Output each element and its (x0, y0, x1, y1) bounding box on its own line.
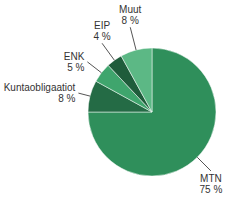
svg-text:5 %: 5 % (67, 62, 84, 73)
svg-text:MTN: MTN (200, 173, 222, 184)
svg-text:Muut: Muut (119, 4, 141, 15)
svg-text:8 %: 8 % (58, 93, 75, 104)
svg-text:8 %: 8 % (122, 15, 139, 26)
svg-text:75 %: 75 % (200, 184, 223, 195)
svg-text:ENK: ENK (64, 51, 85, 62)
svg-text:Kuntaobligaatiot: Kuntaobligaatiot (8, 82, 76, 93)
svg-text:EIP: EIP (94, 20, 110, 31)
svg-text:4 %: 4 % (93, 31, 110, 42)
